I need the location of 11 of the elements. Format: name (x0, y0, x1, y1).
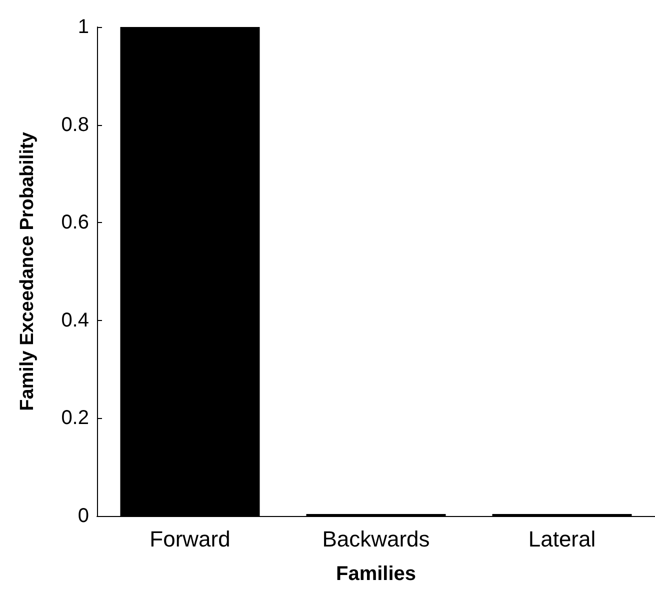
x-tick-label: Forward (150, 526, 230, 552)
y-tick-label: 0 (78, 505, 89, 527)
y-tick-label: 0.6 (61, 212, 89, 234)
y-tick-label: 1 (78, 16, 89, 38)
y-tick-label: 0.2 (61, 407, 89, 430)
x-axis-title: Families (336, 563, 416, 585)
y-tick-label: 0.4 (61, 309, 89, 332)
x-tick-label: Lateral (528, 526, 596, 552)
y-axis-title: Family Exceedance Probability (17, 132, 38, 411)
x-tick-label: Backwards (322, 526, 430, 552)
y-tick-label: 0.8 (61, 114, 89, 136)
